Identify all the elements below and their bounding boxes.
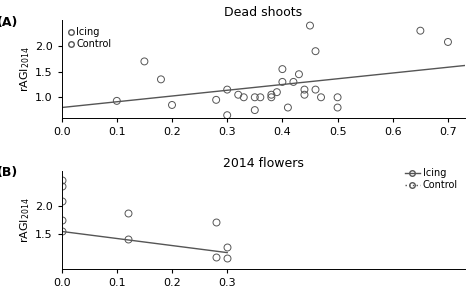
Text: (B): (B) xyxy=(0,166,18,180)
Point xyxy=(267,95,275,100)
Point xyxy=(301,92,308,97)
Legend: Icing, Control: Icing, Control xyxy=(66,25,113,51)
Point xyxy=(251,95,259,100)
Point xyxy=(306,23,314,28)
Text: (A): (A) xyxy=(0,15,18,29)
Point xyxy=(240,95,247,100)
Point xyxy=(279,80,286,84)
Point xyxy=(223,87,231,92)
Point xyxy=(251,108,259,112)
Point xyxy=(212,98,220,102)
Point xyxy=(168,102,176,107)
Title: 2014 flowers: 2014 flowers xyxy=(223,157,303,170)
Point xyxy=(317,95,325,100)
Point xyxy=(444,40,452,44)
Y-axis label: rAGI$_{2014}$: rAGI$_{2014}$ xyxy=(18,46,32,92)
Point xyxy=(312,49,319,53)
Point xyxy=(290,80,297,84)
Point xyxy=(141,59,148,64)
Y-axis label: rAGI$_{2014}$: rAGI$_{2014}$ xyxy=(18,197,32,243)
Point xyxy=(284,105,292,110)
Point xyxy=(334,105,341,110)
Point xyxy=(267,92,275,97)
Legend: Icing, Control: Icing, Control xyxy=(403,166,460,192)
Point xyxy=(312,87,319,92)
Point xyxy=(256,95,264,100)
Point xyxy=(113,98,120,103)
Point xyxy=(223,113,231,118)
Point xyxy=(157,77,165,82)
Point xyxy=(235,92,242,97)
Point xyxy=(273,90,281,95)
Point xyxy=(417,28,424,33)
Title: Dead shoots: Dead shoots xyxy=(224,6,302,19)
Point xyxy=(334,95,341,100)
Point xyxy=(279,67,286,72)
Point xyxy=(295,72,303,77)
Point xyxy=(301,87,308,92)
